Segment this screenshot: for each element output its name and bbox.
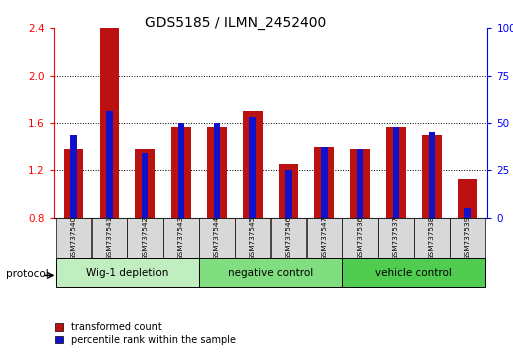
Bar	[171, 127, 191, 218]
Text: GDS5185 / ILMN_2452400: GDS5185 / ILMN_2452400	[145, 16, 327, 30]
Text: GSM737546: GSM737546	[286, 216, 291, 260]
Bar	[450, 218, 485, 258]
Bar	[249, 117, 256, 218]
Bar	[128, 218, 163, 258]
Text: GSM737537: GSM737537	[393, 216, 399, 260]
Bar	[56, 218, 91, 258]
Text: protocol: protocol	[6, 269, 49, 279]
Bar	[207, 127, 227, 218]
Text: GSM737544: GSM737544	[214, 216, 220, 260]
Bar	[414, 218, 449, 258]
Bar	[343, 258, 485, 287]
Text: GSM737540: GSM737540	[71, 216, 76, 260]
Text: negative control: negative control	[228, 268, 313, 278]
Bar	[178, 123, 184, 218]
Bar	[357, 149, 363, 218]
Bar	[307, 218, 342, 258]
Bar	[314, 147, 334, 218]
Bar	[56, 258, 199, 287]
Legend: transformed count, percentile rank within the sample: transformed count, percentile rank withi…	[53, 321, 237, 346]
Bar	[458, 179, 478, 218]
Text: GSM737545: GSM737545	[250, 216, 255, 260]
Bar	[321, 147, 328, 218]
Bar	[64, 149, 84, 218]
Bar	[100, 28, 119, 218]
Bar	[135, 149, 155, 218]
Bar	[350, 149, 370, 218]
Text: GSM737539: GSM737539	[465, 216, 470, 260]
Text: Wig-1 depletion: Wig-1 depletion	[86, 268, 168, 278]
Bar	[199, 218, 234, 258]
Bar	[279, 165, 299, 218]
Text: GSM737542: GSM737542	[142, 216, 148, 260]
Text: GSM737543: GSM737543	[178, 216, 184, 260]
Bar	[199, 258, 342, 287]
Bar	[285, 170, 292, 218]
Bar	[378, 218, 413, 258]
Bar	[213, 123, 220, 218]
Bar	[163, 218, 199, 258]
Bar	[343, 218, 378, 258]
Bar	[106, 111, 113, 218]
Bar	[428, 132, 435, 218]
Bar	[386, 127, 406, 218]
Text: GSM737536: GSM737536	[357, 216, 363, 260]
Bar	[235, 218, 270, 258]
Bar	[422, 135, 442, 218]
Bar	[393, 127, 399, 218]
Bar	[271, 218, 306, 258]
Bar	[243, 111, 263, 218]
Bar	[92, 218, 127, 258]
Text: GSM737541: GSM737541	[106, 216, 112, 260]
Text: vehicle control: vehicle control	[376, 268, 452, 278]
Text: GSM737538: GSM737538	[429, 216, 435, 260]
Bar	[142, 153, 148, 218]
Text: GSM737547: GSM737547	[321, 216, 327, 260]
Bar	[464, 208, 471, 218]
Bar	[70, 135, 77, 218]
